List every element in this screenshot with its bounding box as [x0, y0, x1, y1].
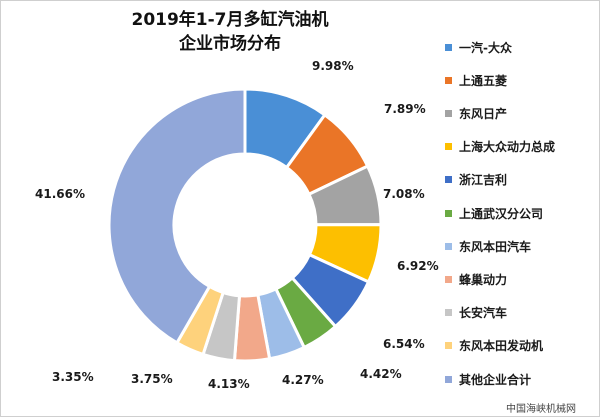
legend-label: 东风本田汽车: [459, 239, 532, 254]
legend-swatch: [445, 43, 452, 51]
data-label: 4.13%: [208, 377, 250, 391]
legend-label: 浙江吉利: [459, 173, 508, 188]
legend-label: 上通五菱: [459, 73, 508, 88]
legend-label: 其他企业合计: [459, 372, 532, 387]
legend-label: 上通武汉分公司: [459, 206, 544, 221]
legend-item: 东风日产: [445, 105, 507, 121]
data-label: 7.08%: [383, 187, 425, 201]
legend-item: 蜂巢动力: [445, 271, 507, 287]
legend-item: 东风本田汽车: [445, 238, 531, 254]
legend-swatch: [445, 176, 452, 184]
legend-swatch: [445, 342, 452, 350]
legend-label: 上海大众动力总成: [459, 140, 556, 155]
data-label: 9.98%: [312, 59, 354, 73]
legend-label: 蜂巢动力: [459, 272, 508, 287]
chart-title: 2019年1-7月多缸汽油机 企业市场分布: [110, 8, 350, 56]
donut-slice: [107, 87, 247, 345]
legend-swatch: [445, 76, 452, 84]
data-label: 7.89%: [384, 102, 426, 116]
data-label: 4.42%: [360, 367, 402, 381]
legend-item: 其他企业合计: [445, 371, 531, 387]
legend-item: 上通武汉分公司: [445, 205, 543, 221]
chart-title-line2: 企业市场分布: [179, 34, 281, 54]
chart-title-line1: 2019年1-7月多缸汽油机: [131, 10, 329, 30]
legend-swatch: [445, 242, 452, 250]
legend-swatch: [445, 109, 452, 117]
legend-swatch: [445, 209, 452, 217]
data-label: 3.75%: [131, 372, 173, 386]
legend-swatch: [445, 309, 452, 317]
data-label: 3.35%: [52, 370, 94, 384]
legend-item: 长安汽车: [445, 305, 507, 321]
watermark: 中国海峡机械网: [506, 404, 576, 415]
legend-swatch: [445, 143, 452, 151]
legend-item: 上通五菱: [445, 72, 507, 88]
data-label: 41.66%: [35, 187, 85, 201]
legend-label: 东风日产: [459, 106, 508, 121]
legend-item: 浙江吉利: [445, 172, 507, 188]
legend-label: 东风本田发动机: [459, 339, 544, 354]
legend-item: 东风本田发动机: [445, 338, 543, 354]
legend-swatch: [445, 275, 452, 283]
legend-label: 长安汽车: [459, 306, 508, 321]
legend-label: 一汽-大众: [459, 40, 512, 55]
legend-item: 上海大众动力总成: [445, 139, 555, 155]
data-label: 6.54%: [383, 337, 425, 351]
data-label: 4.27%: [282, 373, 324, 387]
legend-item: 一汽-大众: [445, 39, 512, 55]
data-label: 6.92%: [397, 259, 439, 273]
legend-swatch: [445, 375, 452, 383]
